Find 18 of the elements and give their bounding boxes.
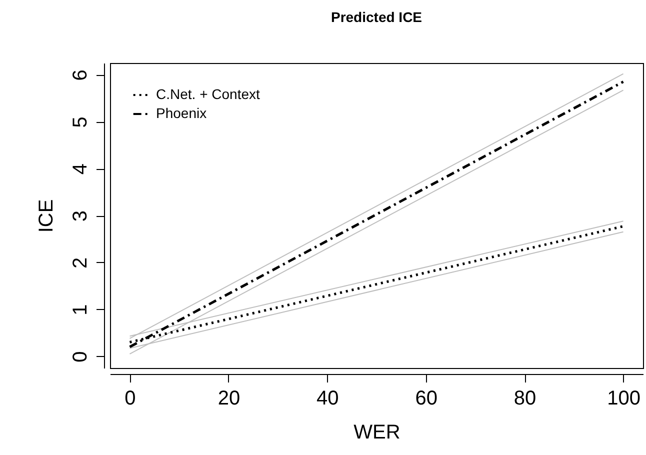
legend-label: Phoenix xyxy=(156,105,207,121)
x-axis-title: WER xyxy=(354,422,400,444)
legend-label: C.Net. + Context xyxy=(156,86,260,102)
chart-title: Predicted ICE xyxy=(330,9,422,25)
y-tick-label: 3 xyxy=(70,210,92,222)
y-tick-label: 1 xyxy=(70,304,92,316)
y-tick-label: 4 xyxy=(70,164,92,175)
y-tick-label: 6 xyxy=(70,70,92,81)
x-tick-label: 60 xyxy=(415,388,438,410)
x-tick-label: 20 xyxy=(218,388,240,410)
y-axis-title: ICE xyxy=(36,199,58,233)
x-tick-label: 0 xyxy=(124,388,136,410)
x-tick-label: 100 xyxy=(607,388,640,410)
y-tick-label: 0 xyxy=(70,351,92,362)
y-tick-label: 2 xyxy=(70,257,92,268)
x-tick-label: 40 xyxy=(316,388,339,410)
y-tick-label: 5 xyxy=(70,116,92,128)
x-tick-label: 80 xyxy=(514,388,536,410)
